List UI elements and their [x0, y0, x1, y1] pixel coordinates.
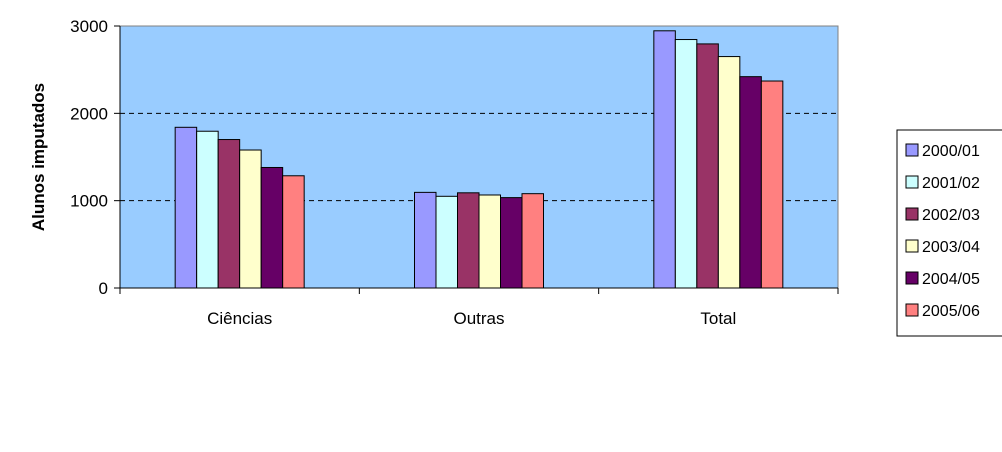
legend-swatch — [905, 303, 919, 317]
legend-label: 2002/03 — [922, 207, 980, 224]
bar-2005-06-ciências — [282, 175, 305, 289]
bar-2001-02-ciências — [196, 130, 219, 289]
legend-swatch — [905, 239, 919, 253]
bar-2000-01-ciências — [174, 126, 198, 289]
y-tick-label: 1000 — [70, 192, 108, 211]
x-category-label: Outras — [453, 309, 504, 328]
x-category-label: Ciências — [207, 309, 272, 328]
legend: 2000/01 2001/02 2002/03 2003/04 2004/05 2005/… — [896, 129, 1002, 337]
x-category-label: Total — [700, 309, 736, 328]
bar-2002-03-ciências — [217, 139, 241, 289]
bar-2002-03-outras — [457, 192, 480, 289]
bar-2001-02-total — [674, 39, 698, 289]
legend-swatch — [905, 175, 919, 189]
legend-label: 2005/06 — [922, 303, 980, 320]
bar-2001-02-outras — [435, 195, 458, 289]
legend-label: 2004/05 — [922, 271, 980, 288]
legend-swatch — [905, 143, 919, 157]
bar-2004-05-outras — [500, 197, 523, 289]
bar-2000-01-outras — [414, 191, 437, 289]
y-tick-label: 0 — [99, 279, 108, 298]
bar-2004-05-ciências — [260, 166, 284, 289]
legend-swatch — [905, 271, 919, 285]
bar-2003-04-ciências — [239, 149, 262, 289]
bars — [174, 30, 784, 289]
bar-2002-03-total — [696, 43, 719, 289]
y-tick-label: 2000 — [70, 104, 108, 123]
bar-2005-06-outras — [521, 193, 544, 289]
legend-swatch — [905, 207, 919, 221]
bar-2004-05-total — [739, 76, 762, 289]
legend-label: 2000/01 — [922, 143, 980, 160]
bar-2005-06-total — [760, 80, 784, 289]
legend-label: 2003/04 — [922, 239, 980, 256]
legend-label: 2001/02 — [922, 175, 980, 192]
bar-2003-04-outras — [478, 194, 501, 289]
bar-2003-04-total — [717, 56, 741, 289]
legend-box — [896, 129, 1002, 337]
axes: 0 1000 2000 3000 Ciências Outras Total — [70, 17, 839, 328]
y-tick-label: 3000 — [70, 17, 108, 36]
y-axis-title: Alunos imputados — [29, 83, 48, 231]
bar-2000-01-total — [653, 30, 676, 289]
